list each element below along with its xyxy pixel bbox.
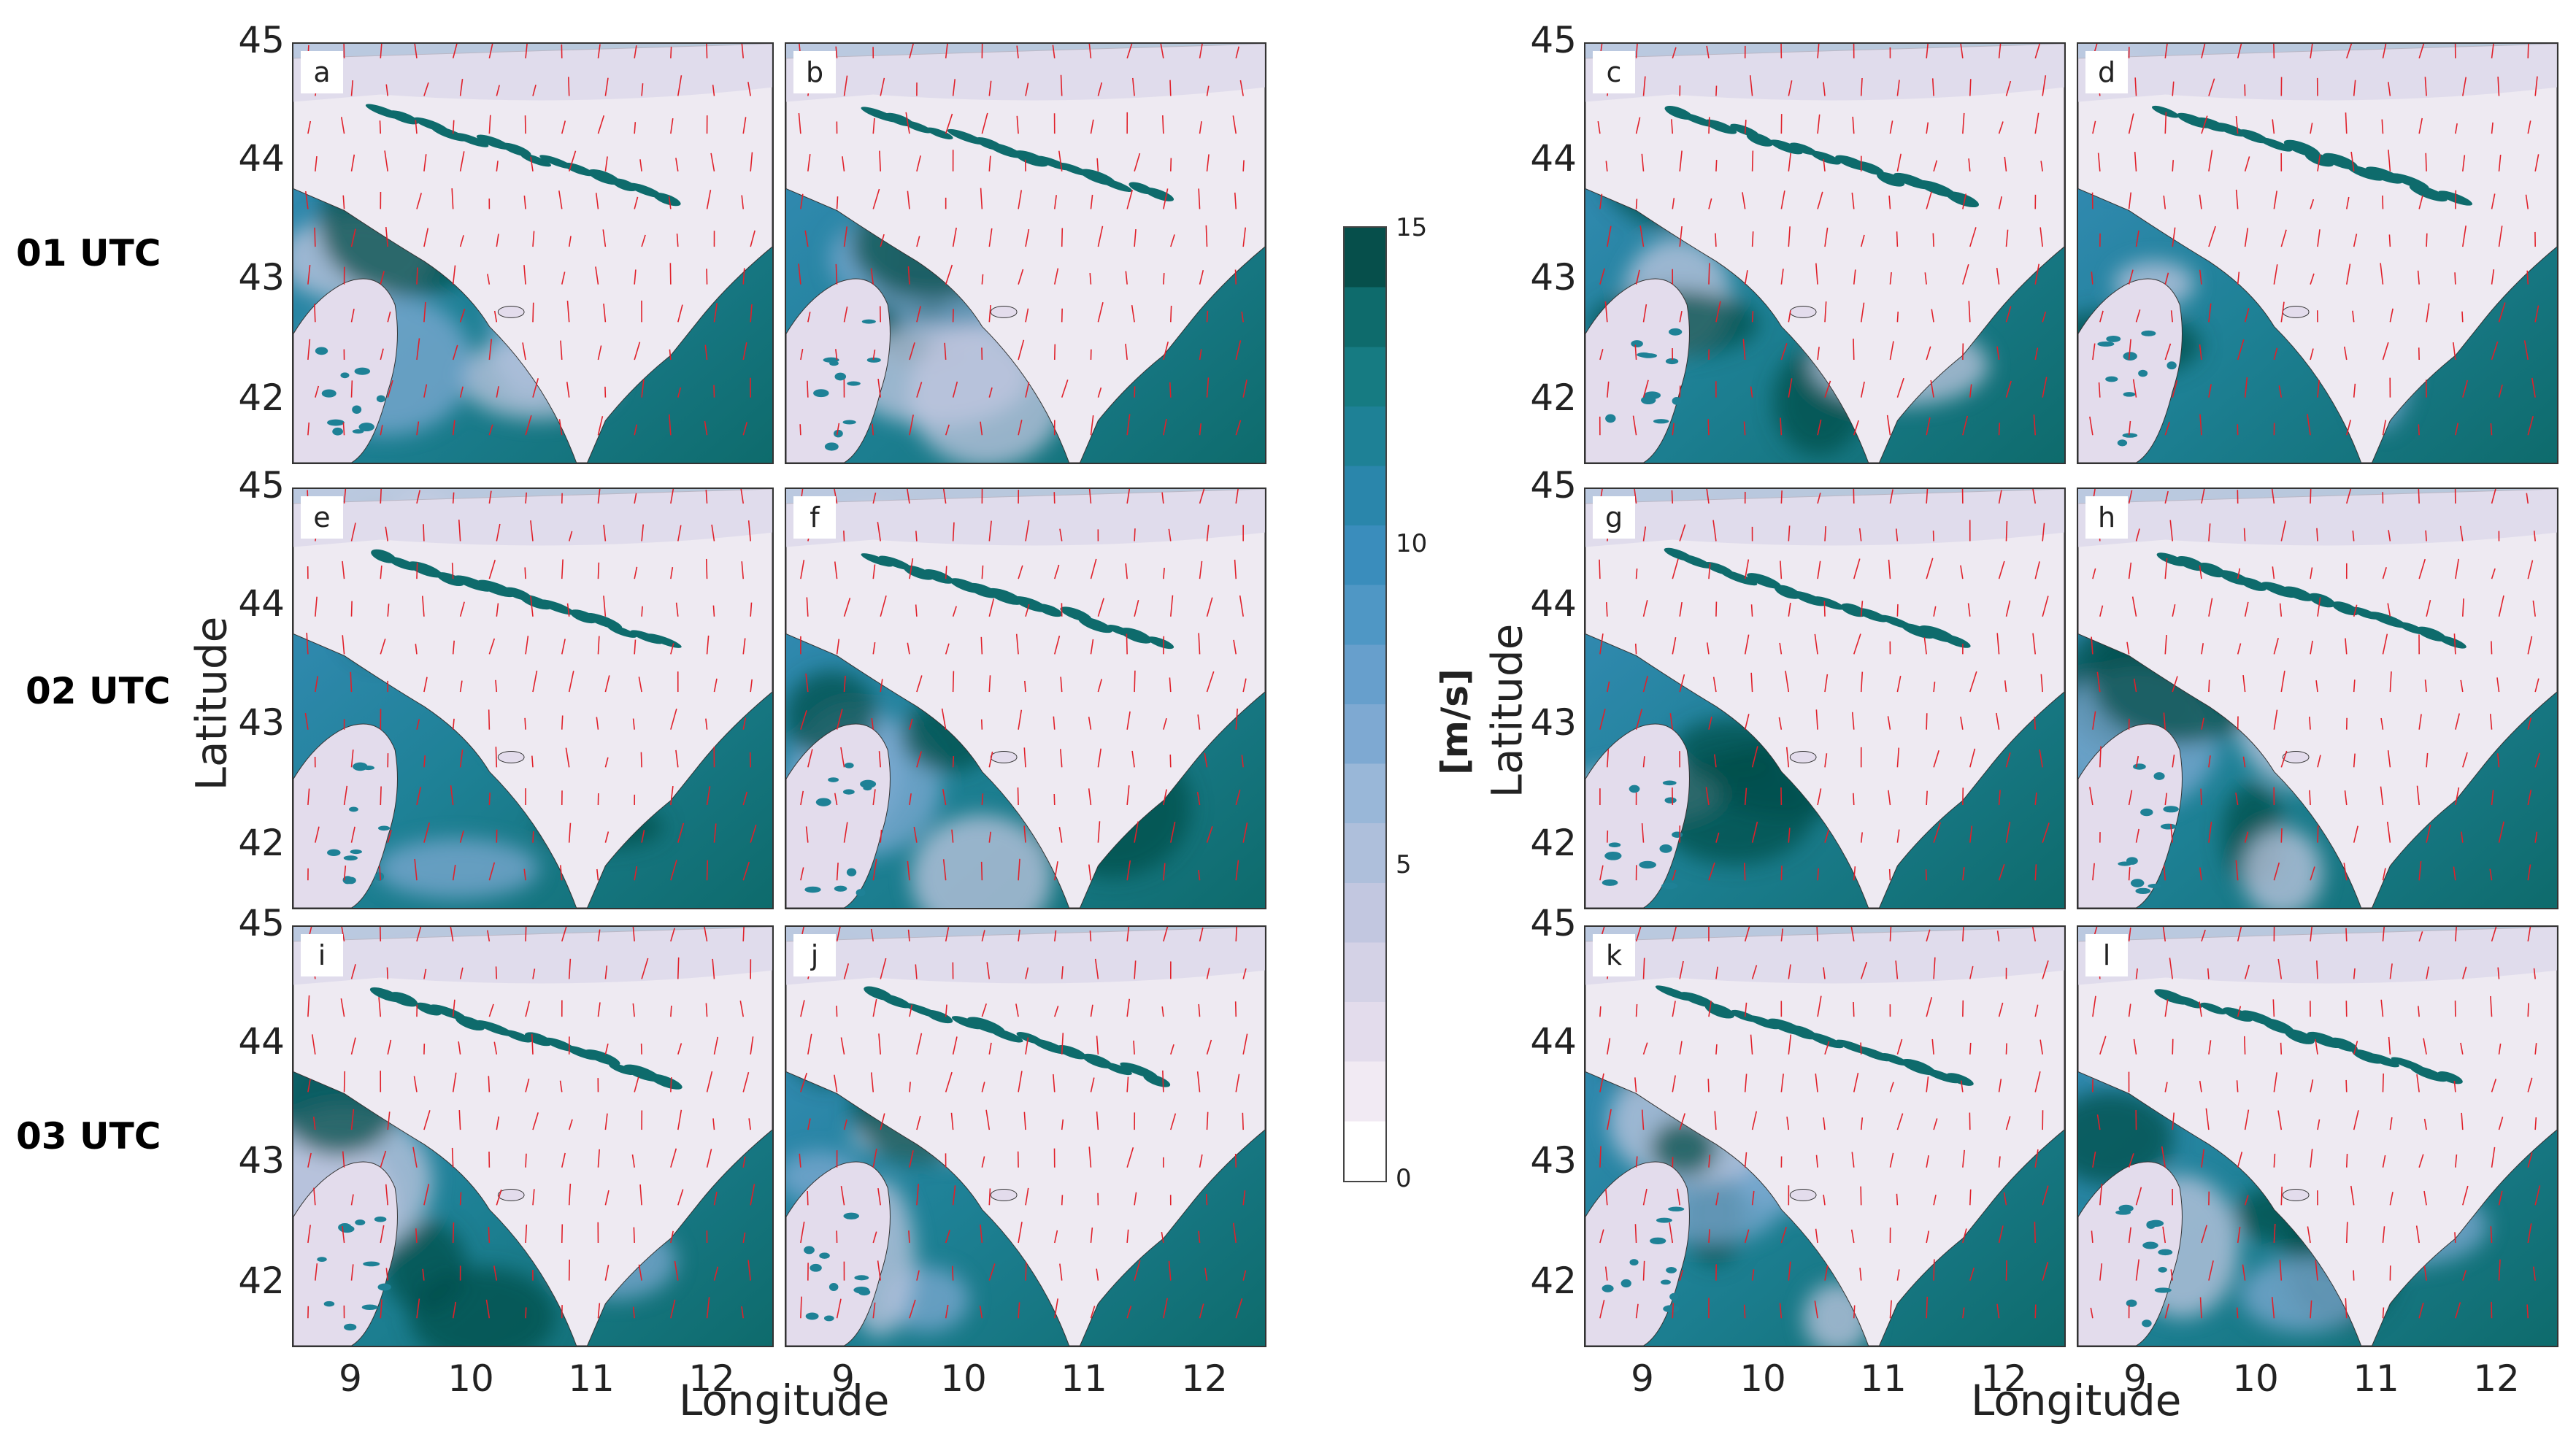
x-tick-label: 9: [339, 1357, 362, 1400]
x-tick-label: 11: [1061, 1357, 1107, 1400]
panel-label: b: [793, 51, 836, 93]
x-tick-label: 10: [1739, 1357, 1786, 1400]
colorbar-tick-label: 15: [1396, 213, 1428, 242]
row-label-time: 03 UTC: [16, 1115, 161, 1157]
y-tick-label: 44: [1530, 1020, 1577, 1063]
x-tick-label: 12: [1181, 1357, 1228, 1400]
y-tick-label: 44: [238, 582, 285, 625]
y-tick-label: 42: [1530, 822, 1577, 864]
wind-speed-map: [1585, 927, 2064, 1346]
panel-label: c: [1593, 51, 1635, 93]
y-tick-label: 43: [1530, 701, 1577, 744]
y-tick-label: 45: [238, 902, 285, 944]
map-panel-b: b: [785, 42, 1266, 464]
panel-label: h: [2085, 496, 2128, 539]
map-panel-a: a: [292, 42, 774, 464]
y-tick-label: 42: [1530, 1260, 1577, 1302]
wind-speed-map: [786, 44, 1265, 463]
wind-speed-map: [293, 489, 772, 908]
x-tick-label: 9: [2123, 1357, 2147, 1400]
panel-label: a: [301, 51, 343, 93]
map-panel-i: i: [292, 925, 774, 1347]
x-tick-label: 11: [568, 1357, 615, 1400]
x-tick-label: 10: [940, 1357, 987, 1400]
y-tick-label: 44: [1530, 582, 1577, 625]
y-tick-label: 42: [1530, 377, 1577, 419]
x-axis-title: Longitude: [1971, 1376, 2182, 1425]
y-tick-label: 43: [238, 256, 285, 298]
x-tick-label: 11: [1860, 1357, 1907, 1400]
wind-speed-map: [1585, 489, 2064, 908]
wind-speed-map: [2078, 489, 2557, 908]
map-panel-j: j: [785, 925, 1266, 1347]
y-axis-title: Latitude: [186, 616, 237, 791]
wind-speed-map: [786, 927, 1265, 1346]
panel-label: e: [301, 496, 343, 539]
x-axis-title: Longitude: [679, 1376, 890, 1425]
x-tick-label: 10: [2232, 1357, 2279, 1400]
y-axis-title: Latitude: [1482, 623, 1532, 798]
y-tick-label: 42: [238, 822, 285, 864]
wind-speed-map: [2078, 927, 2557, 1346]
x-tick-label: 11: [2353, 1357, 2399, 1400]
row-label-time: 01 UTC: [16, 232, 161, 274]
colorbar-tick-label: 0: [1396, 1164, 1412, 1193]
y-tick-label: 45: [238, 464, 285, 506]
colorbar-tick-label: 10: [1396, 529, 1428, 558]
y-tick-label: 44: [238, 1020, 285, 1063]
map-panel-g: g: [1584, 488, 2066, 909]
wind-speed-map: [1585, 44, 2064, 463]
y-tick-label: 45: [1530, 464, 1577, 506]
wind-speed-map: [293, 927, 772, 1346]
y-tick-label: 44: [1530, 137, 1577, 180]
y-tick-label: 42: [238, 377, 285, 419]
panel-label: k: [1593, 934, 1635, 976]
x-tick-label: 10: [447, 1357, 494, 1400]
wind-speed-map: [293, 44, 772, 463]
y-tick-label: 43: [238, 1139, 285, 1182]
y-tick-label: 45: [1530, 19, 1577, 61]
panel-label: g: [1593, 496, 1635, 539]
panel-label: l: [2085, 934, 2128, 976]
colorbar-title: [m/s]: [1433, 668, 1476, 775]
x-tick-label: 12: [1980, 1357, 2027, 1400]
panel-label: f: [793, 496, 836, 539]
colorbar-tick-label: 5: [1396, 850, 1412, 879]
x-tick-label: 12: [2473, 1357, 2520, 1400]
y-tick-label: 42: [238, 1260, 285, 1302]
wind-speed-map: [2078, 44, 2557, 463]
x-tick-label: 9: [1631, 1357, 1654, 1400]
colorbar: [1343, 226, 1387, 1182]
y-tick-label: 45: [1530, 902, 1577, 944]
map-panel-c: c: [1584, 42, 2066, 464]
y-tick-label: 45: [238, 19, 285, 61]
map-panel-f: f: [785, 488, 1266, 909]
row-label-time: 02 UTC: [26, 670, 171, 712]
y-tick-label: 43: [1530, 256, 1577, 298]
wind-speed-map: [786, 489, 1265, 908]
panel-label: d: [2085, 51, 2128, 93]
y-tick-label: 43: [238, 701, 285, 744]
map-panel-h: h: [2077, 488, 2558, 909]
x-tick-label: 9: [831, 1357, 855, 1400]
x-tick-label: 12: [688, 1357, 735, 1400]
map-panel-l: l: [2077, 925, 2558, 1347]
map-panel-k: k: [1584, 925, 2066, 1347]
y-tick-label: 44: [238, 137, 285, 180]
map-panel-e: e: [292, 488, 774, 909]
y-tick-label: 43: [1530, 1139, 1577, 1182]
panel-label: i: [301, 934, 343, 976]
map-panel-d: d: [2077, 42, 2558, 464]
panel-label: j: [793, 934, 836, 976]
